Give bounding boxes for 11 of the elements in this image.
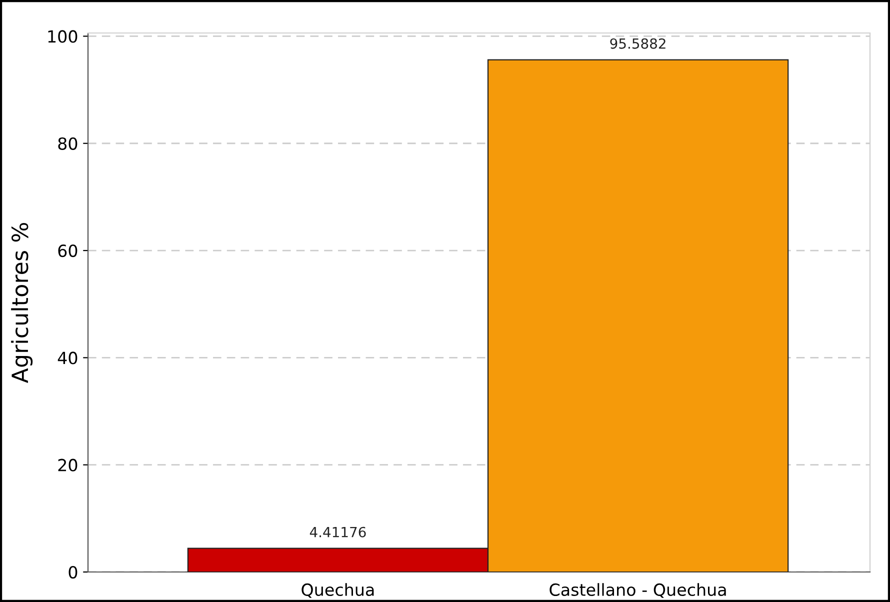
y-axis-title: Agricultores % bbox=[11, 222, 33, 384]
x-tick-label: Quechua bbox=[302, 583, 374, 598]
y-tick-label: 0 bbox=[68, 566, 78, 579]
y-tick-label: 60 bbox=[58, 244, 78, 258]
y-tick-label: 100 bbox=[48, 30, 78, 43]
y-tick-label: 20 bbox=[58, 458, 78, 472]
data-label: 95.5882 bbox=[610, 38, 666, 49]
data-label: 4.41176 bbox=[310, 526, 366, 538]
y-tick-label: 40 bbox=[58, 352, 78, 364]
x-tick-label: Castellano - Quechua bbox=[550, 583, 726, 598]
y-tick-label: 80 bbox=[58, 137, 78, 150]
